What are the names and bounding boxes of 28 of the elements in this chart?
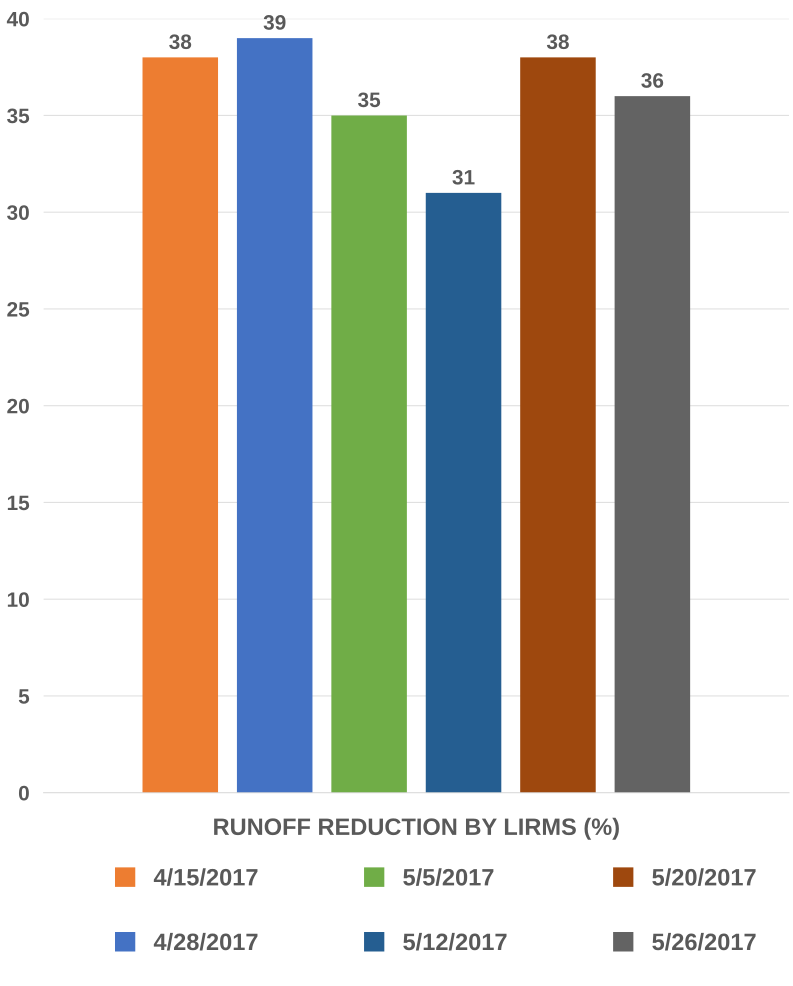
- y-tick-label: 40: [6, 12, 29, 26]
- legend-label: 4/15/2017: [154, 868, 258, 886]
- legend-label: 5/12/2017: [403, 932, 507, 950]
- y-tick-label: 30: [7, 205, 29, 220]
- data-label: 39: [264, 15, 286, 30]
- y-tick-label: 25: [7, 302, 30, 317]
- y-tick-label: 10: [8, 592, 29, 607]
- y-tick-label: 0: [18, 786, 29, 800]
- legend-label: 5/20/2017: [652, 868, 756, 886]
- legend-label: 4/28/2017: [154, 932, 258, 950]
- legend-label: 5/26/2017: [652, 932, 756, 950]
- data-label: 38: [169, 34, 192, 50]
- y-tick-label: 15: [8, 496, 30, 510]
- legend-label: 5/5/2017: [403, 868, 494, 886]
- x-tick-label: RUNOFF REDUCTION BY LIRMS (%): [214, 818, 619, 840]
- y-tick-label: 35: [7, 108, 30, 124]
- data-label: 31: [452, 170, 475, 185]
- bar: [142, 57, 218, 793]
- data-label: 35: [358, 92, 380, 108]
- y-tick-label: 20: [7, 398, 29, 414]
- bar: [331, 115, 407, 793]
- data-label: 36: [641, 73, 664, 88]
- bar: [520, 57, 596, 793]
- bar: [236, 38, 312, 793]
- bar: [614, 96, 690, 793]
- data-label: 38: [546, 34, 569, 50]
- bar: [426, 192, 502, 793]
- y-tick-label: 5: [18, 689, 30, 704]
